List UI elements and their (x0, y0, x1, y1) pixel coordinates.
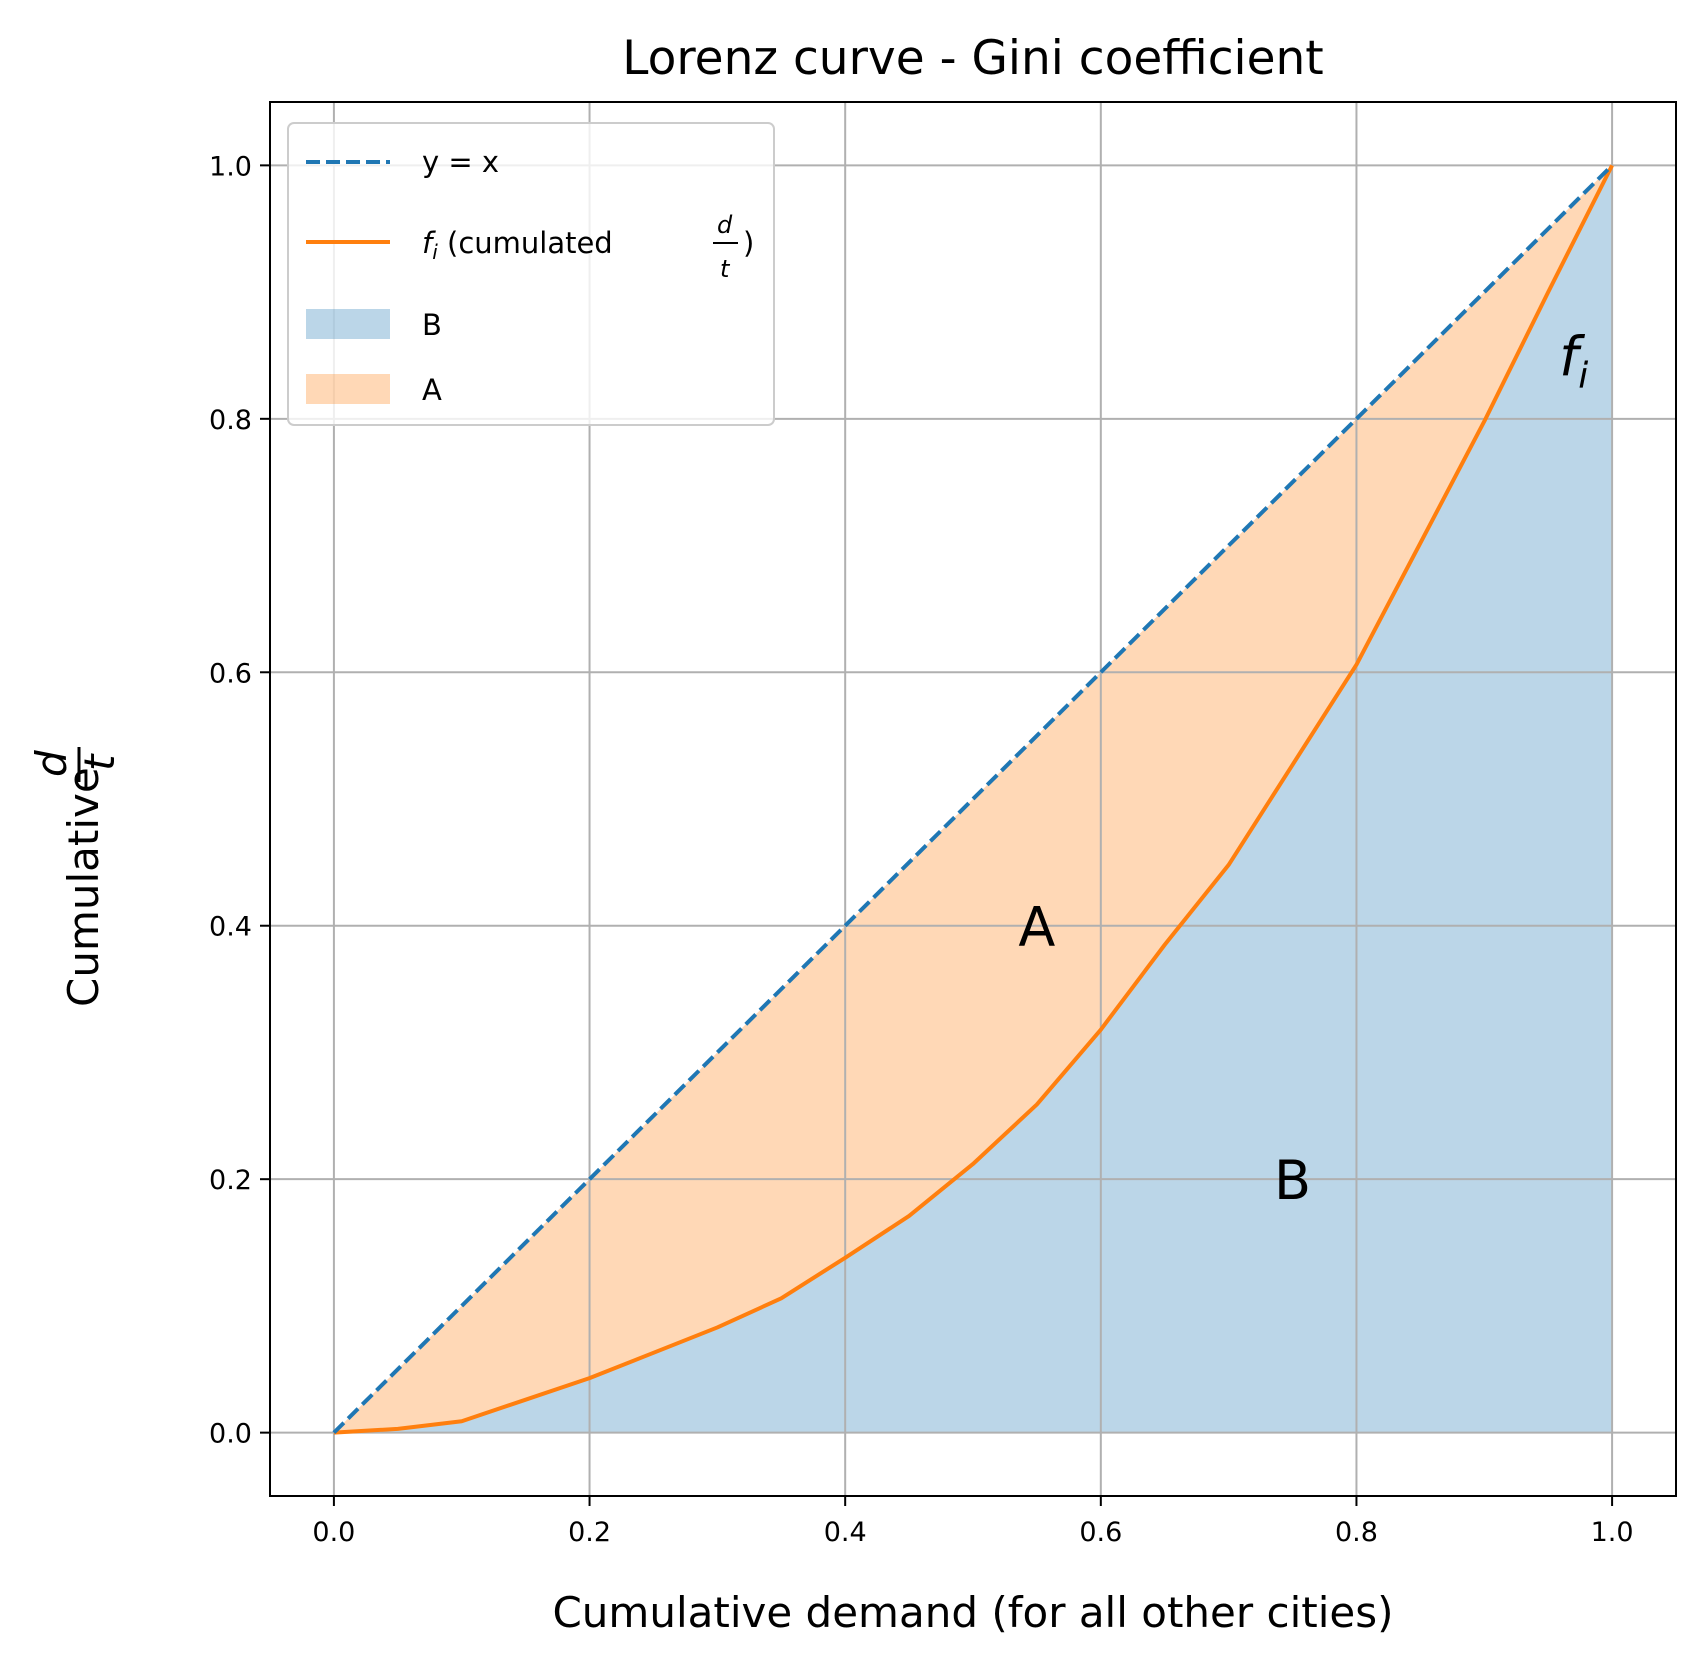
area-b (333, 165, 1613, 1433)
legend: y = x fi (cumulated d t ) B A (287, 122, 775, 426)
y-axis-label-frac-den: t (75, 753, 124, 771)
x-tick-label: 1.0 (1591, 1517, 1634, 1548)
x-axis-ticks: 0.0 0.2 0.4 0.6 0.8 1.0 (312, 1496, 1634, 1548)
legend-label-lorenz: fi (cumulated (422, 226, 613, 264)
legend-label-diagonal: y = x (422, 145, 499, 179)
y-axis-label-frac-num: d (27, 750, 76, 777)
x-tick-label: 0.2 (568, 1517, 611, 1548)
legend-lorenz-sub: i (432, 240, 438, 264)
legend-label-b: B (422, 308, 442, 342)
x-axis-label: Cumulative demand (for all other cities) (552, 1588, 1393, 1637)
legend-swatch-a (306, 374, 390, 404)
y-tick-label: 0.8 (209, 405, 252, 436)
y-tick-label: 0.4 (209, 912, 252, 943)
legend-lorenz-frac-num: d (717, 211, 733, 239)
annotation-label: B (1274, 1149, 1311, 1212)
x-tick-label: 0.0 (312, 1517, 355, 1548)
legend-lorenz-close: ) (743, 226, 754, 260)
chart-title: Lorenz curve - Gini coefficient (622, 31, 1324, 86)
legend-frame (287, 122, 775, 426)
x-tick-label: 0.8 (1335, 1517, 1378, 1548)
y-tick-label: 0.6 (209, 658, 252, 689)
x-tick-label: 0.4 (824, 1517, 867, 1548)
lorenz-curve-line (333, 164, 1614, 1435)
y-tick-label: 0.0 (209, 1419, 252, 1450)
y-tick-label: 1.0 (209, 151, 252, 182)
series-lines (332, 163, 1614, 1435)
y-axis-label: Cumulative d t (27, 747, 124, 1007)
x-tick-label: 0.6 (1079, 1517, 1122, 1548)
y-axis-label-prefix: Cumulative (59, 767, 108, 1007)
legend-lorenz-text: (cumulated (438, 226, 613, 260)
annotation-sub: i (1578, 355, 1588, 396)
legend-label-a: A (422, 373, 442, 407)
y-tick-label: 0.2 (209, 1165, 252, 1196)
legend-swatch-b (306, 309, 390, 339)
plot-frame (269, 101, 1677, 1497)
annotation-label: A (1018, 896, 1055, 959)
legend-lorenz-frac-den: t (720, 255, 731, 283)
y-axis-ticks: 0.0 0.2 0.4 0.6 0.8 1.0 (209, 151, 270, 1450)
